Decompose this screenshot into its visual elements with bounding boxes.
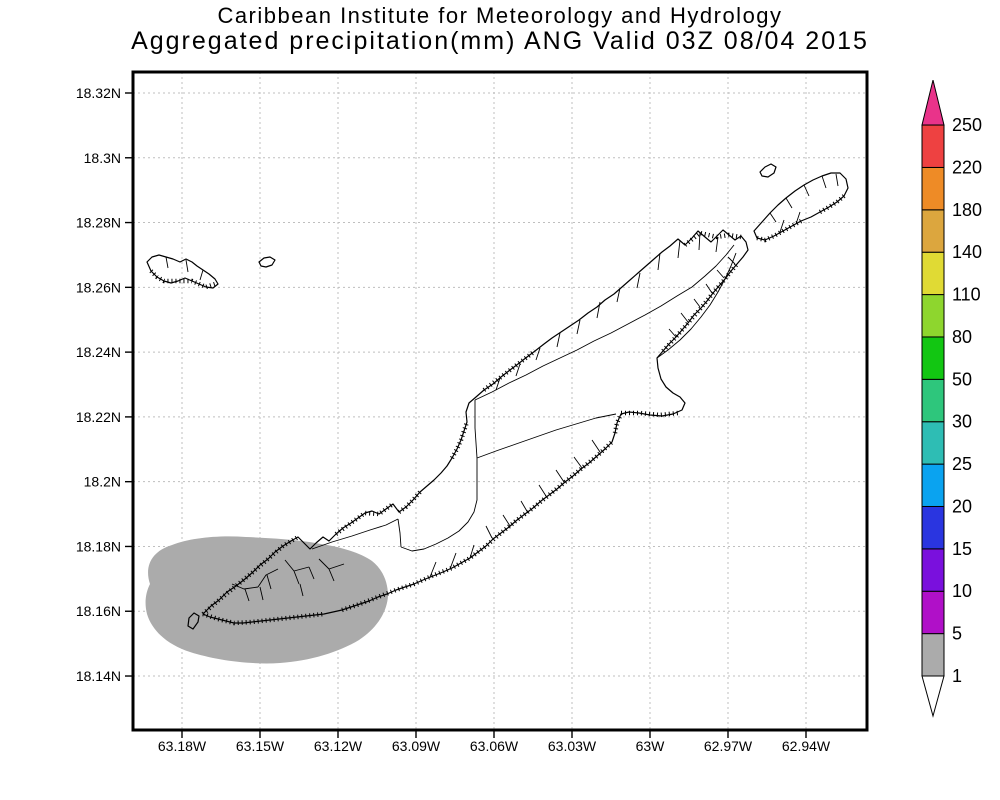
colorbar-level-label: 50 [952, 369, 972, 389]
x-tick-label: 62.97W [704, 738, 753, 754]
island-outlines [146, 163, 849, 630]
x-tick-label: 63.12W [314, 738, 363, 754]
colorbar-segment [921, 378, 945, 423]
colorbar-segment [921, 209, 945, 253]
colorbar-level-label: 5 [952, 624, 962, 644]
little-scrub-island [759, 163, 777, 178]
y-tick-label: 18.28N [76, 215, 121, 231]
colorbar-level-label: 80 [952, 327, 972, 347]
colorbar-level-label: 15 [952, 539, 972, 559]
x-tick-label: 63.06W [470, 738, 519, 754]
title-institution: Caribbean Institute for Meteorology and … [217, 3, 783, 28]
y-tick-label: 18.16N [76, 603, 121, 619]
x-tick-label: 63W [636, 738, 666, 754]
colorbar-segment [921, 251, 945, 296]
y-tick-label: 18.24N [76, 344, 121, 360]
colorbar-arrow-below [921, 675, 945, 718]
axis-ticks [125, 92, 807, 738]
plot-frame [131, 70, 869, 732]
colorbar-arrow-above [921, 79, 945, 126]
prickly-pear-island [258, 256, 276, 268]
y-tick-label: 18.2N [84, 474, 121, 490]
x-tick-label: 63.09W [392, 738, 441, 754]
anguillita-island [187, 612, 200, 630]
colorbar-level-label: 140 [952, 242, 982, 262]
x-tick-label: 62.94W [782, 738, 831, 754]
colorbar-level-label: 20 [952, 496, 972, 516]
colorbar-level-label: 10 [952, 581, 972, 601]
x-tick-label: 63.18W [158, 738, 207, 754]
y-tick-label: 18.26N [76, 279, 121, 295]
colorbar-level-label: 25 [952, 454, 972, 474]
scrub-island-coastline [753, 172, 849, 241]
y-tick-label: 18.32N [76, 85, 121, 101]
x-axis-labels: 63.18W 63.15W 63.12W 63.09W 63.06W 63.03W 63W 6… [158, 738, 831, 754]
colorbar-segment [921, 590, 945, 635]
colorbar-segment [921, 633, 945, 677]
colorbar-level-label: 250 [952, 115, 982, 135]
colorbar-segment [921, 421, 945, 465]
colorbar-segment [921, 548, 945, 592]
colorbar-level-label: 1 [952, 666, 962, 686]
dog-island-coastline [146, 254, 219, 289]
catchment-boundaries [165, 173, 839, 602]
colorbar-segment [921, 124, 945, 168]
y-tick-label: 18.18N [76, 538, 121, 554]
precip-shading-region [145, 536, 388, 664]
anguilla-coastline [202, 229, 749, 624]
y-tick-label: 18.3N [84, 150, 121, 166]
colorbar-segment [921, 505, 945, 550]
colorbar-segment [921, 166, 945, 211]
x-tick-label: 63.03W [548, 738, 597, 754]
colorbar-level-label: 110 [952, 285, 981, 305]
y-tick-label: 18.22N [76, 409, 121, 425]
y-axis-labels: 18.32N 18.3N 18.28N 18.26N 18.24N 18.22N 18.2N… [76, 85, 121, 684]
grid-lines [133, 72, 867, 730]
colorbar-segment [921, 463, 945, 507]
colorbar-level-label: 180 [952, 200, 982, 220]
x-tick-label: 63.15W [236, 738, 285, 754]
colorbar-level-label: 220 [952, 157, 982, 177]
colorbar-segment [921, 336, 945, 380]
y-tick-label: 18.14N [76, 668, 121, 684]
colorbar-segment [921, 294, 945, 338]
colorbar-level-label: 30 [952, 412, 972, 432]
title-product: Aggregated precipitation(mm) ANG Valid 0… [131, 27, 869, 55]
